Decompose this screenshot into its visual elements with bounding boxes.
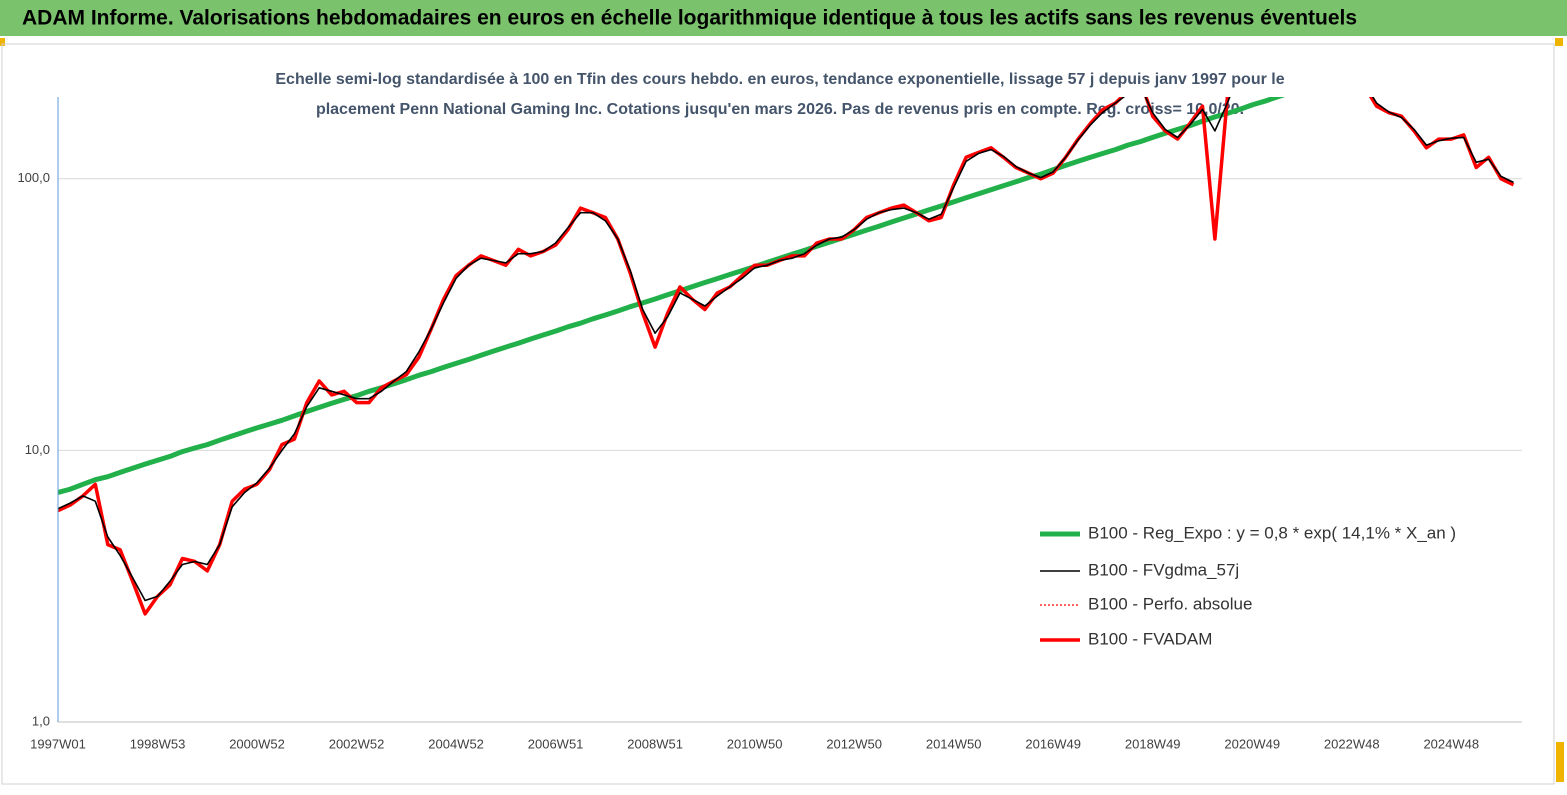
x-tick-label: 2022W48 [1324,736,1380,751]
subtitle: Echelle semi-log standardisée à 100 en T… [275,71,1284,88]
corner-mark [1556,742,1564,782]
y-tick-label: 1,0 [32,713,50,728]
header-bar [0,0,1567,36]
x-tick-label: 2014W50 [926,736,982,751]
x-tick-label: 1997W01 [30,736,86,751]
x-tick-label: 2000W52 [229,736,285,751]
x-tick-label: 2018W49 [1125,736,1181,751]
x-tick-label: 2002W52 [329,736,385,751]
x-tick-label: 2012W50 [826,736,882,751]
x-tick-label: 2004W52 [428,736,484,751]
x-tick-label: 2006W51 [528,736,584,751]
series-line [58,97,1515,616]
corner-mark [1555,38,1563,46]
y-tick-label: 10,0 [25,442,50,457]
x-tick-label: 2024W48 [1423,736,1479,751]
legend-label: B100 - Perfo. absolue [1088,594,1252,613]
x-tick-label: 2020W49 [1224,736,1280,751]
legend-label: B100 - FVADAM [1088,629,1212,648]
x-tick-label: 2010W50 [727,736,783,751]
subtitle: placement Penn National Gaming Inc. Cota… [316,101,1244,118]
header-title: ADAM Informe. Valorisations hebdomadaire… [22,7,1357,30]
series-line [58,97,1514,602]
x-tick-label: 2008W51 [627,736,683,751]
corner-mark [0,38,5,46]
chart-border [1,43,1555,785]
x-tick-label: 1998W53 [130,736,186,751]
legend-label: B100 - FVgdma_57j [1088,560,1239,579]
y-tick-label: 100,0 [17,170,50,185]
legend-label: B100 - Reg_Expo : y = 0,8 * exp( 14,1% *… [1088,523,1456,542]
x-tick-label: 2016W49 [1025,736,1081,751]
series-line [58,97,1514,615]
